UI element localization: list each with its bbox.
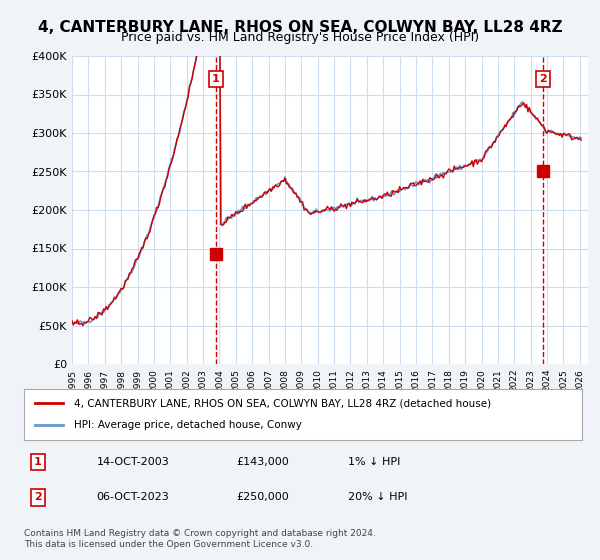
Text: 1% ↓ HPI: 1% ↓ HPI [347,457,400,467]
Text: 1: 1 [34,457,42,467]
Text: HPI: Average price, detached house, Conwy: HPI: Average price, detached house, Conw… [74,421,302,431]
Text: 06-OCT-2023: 06-OCT-2023 [97,492,169,502]
Text: 14-OCT-2003: 14-OCT-2003 [97,457,169,467]
Text: Price paid vs. HM Land Registry's House Price Index (HPI): Price paid vs. HM Land Registry's House … [121,31,479,44]
Text: Contains HM Land Registry data © Crown copyright and database right 2024.
This d: Contains HM Land Registry data © Crown c… [24,529,376,549]
Text: 2: 2 [539,74,547,84]
Text: 4, CANTERBURY LANE, RHOS ON SEA, COLWYN BAY, LL28 4RZ (detached house): 4, CANTERBURY LANE, RHOS ON SEA, COLWYN … [74,398,491,408]
Text: 4, CANTERBURY LANE, RHOS ON SEA, COLWYN BAY, LL28 4RZ: 4, CANTERBURY LANE, RHOS ON SEA, COLWYN … [38,20,562,35]
Text: £250,000: £250,000 [236,492,289,502]
Text: 20% ↓ HPI: 20% ↓ HPI [347,492,407,502]
Text: 2: 2 [34,492,42,502]
Text: 1: 1 [212,74,220,84]
Text: £143,000: £143,000 [236,457,289,467]
